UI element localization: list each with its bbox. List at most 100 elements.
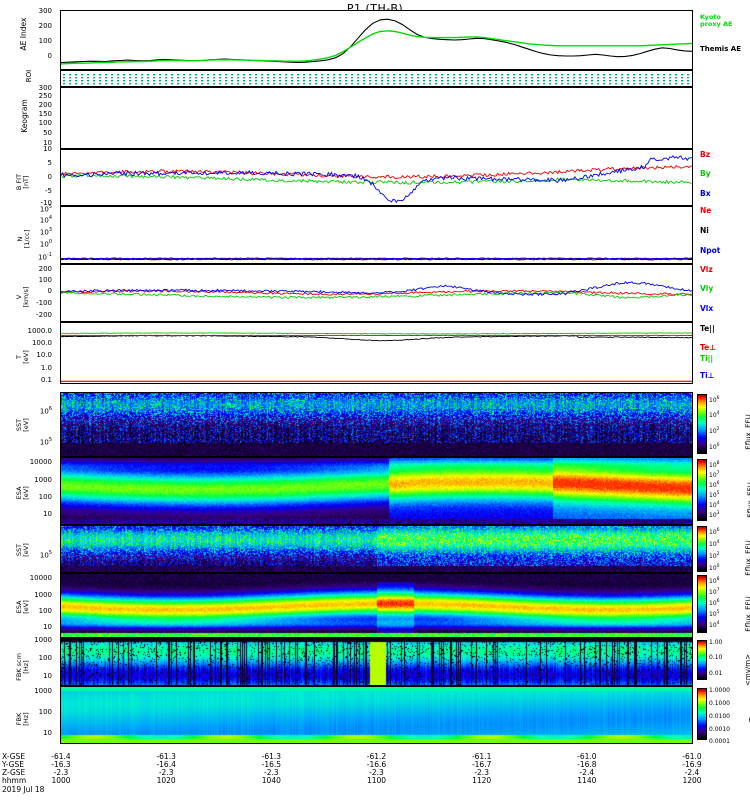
sst-ions-spectrogram — [61, 526, 692, 572]
ytick-keo-50: 50 — [43, 129, 52, 137]
legend-ae-themis: Themis AE — [700, 45, 742, 53]
colorbar-fbk-scm — [697, 640, 707, 680]
legend-velocity-vlx: Vlx — [700, 304, 714, 313]
cbtick-fbk-1: 1.0000 — [709, 687, 730, 694]
ytick-b-m10: -10 — [40, 199, 52, 207]
bottom-date-label: 2019 Jul 18 — [2, 785, 45, 794]
cbtick-sste-1e6: 106 — [709, 396, 720, 404]
cbtick-fbkscm-001: 0.01 — [709, 670, 723, 677]
bottom-tick-y-gse-0: -16.3 — [51, 760, 71, 769]
panel-ae-index[interactable] — [60, 10, 693, 70]
ytick-ae-100: 100 — [38, 37, 52, 45]
panel-roi[interactable] — [60, 70, 693, 87]
legend-temp-tepar: Te|| — [700, 324, 715, 333]
axis-label-bfit: B FIT [nT] — [15, 173, 30, 191]
bottom-tick-z-gse-1: -2.3 — [158, 768, 174, 777]
legend-temp-tipar: Ti|| — [700, 354, 714, 363]
cbtick-ssti-1e0: 100 — [709, 564, 720, 572]
velocity-traces — [61, 281, 692, 300]
ytick-keo-200: 200 — [38, 101, 52, 109]
colorbar-label-sst-electrons: Eflux, EFU — [744, 414, 750, 450]
cbtick-esae-1e3: 103 — [709, 511, 720, 519]
panel-fbk[interactable] — [60, 686, 693, 744]
panel-density[interactable] — [60, 206, 693, 264]
bottom-tick-z-gse-5: -2.4 — [579, 768, 595, 777]
ytick-v-m200: -200 — [36, 311, 52, 319]
cbtick-fbk-0001: 0.0010 — [709, 726, 730, 733]
panel-sst-electrons[interactable] — [60, 392, 693, 457]
legend-velocity-vly: Vly — [700, 284, 714, 293]
bottom-row-label-x-gse: X-GSE — [2, 752, 26, 761]
bottom-row-label-hhmm: hhmm — [2, 776, 27, 785]
ytick-fbk-100: 100 — [38, 708, 52, 716]
cbtick-esai-1e8: 108 — [709, 577, 720, 585]
bottom-tick-hhmm-0: 1000 — [51, 776, 71, 785]
cbtick-fbk-00001: 0.0001 — [709, 738, 730, 745]
legend-bfit-bz: Bz — [700, 150, 711, 159]
cbtick-esae-1e8: 108 — [709, 461, 720, 469]
bottom-tick-x-gse-5: -61.0 — [577, 752, 597, 761]
panel-sst-ions[interactable] — [60, 525, 693, 573]
panel-keogram[interactable] — [60, 87, 693, 149]
ytick-fbk-10: 10 — [43, 729, 52, 737]
bottom-tick-hhmm-3: 1100 — [366, 776, 387, 785]
roi-bands — [63, 74, 690, 85]
bottom-tick-y-gse-2: -16.5 — [261, 760, 282, 769]
axis-label-ae: AE Index — [19, 17, 28, 51]
panel-esa-electrons[interactable] — [60, 457, 693, 525]
bottom-tick-x-gse-6: -61.0 — [682, 752, 702, 761]
ytick-sste-1e6: 106 — [39, 406, 52, 416]
ytick-keo-150: 150 — [38, 110, 52, 118]
bottom-row-label-z-gse: Z-GSE — [2, 768, 26, 777]
colorbar-esa-ions — [697, 575, 707, 633]
ytick-b-5: 5 — [47, 159, 52, 167]
ytick-v-200: 200 — [38, 265, 52, 273]
ytick-fbkscm-100: 100 — [38, 654, 52, 662]
panel-esa-ions[interactable] — [60, 573, 693, 638]
cbtick-esai-1e6: 106 — [709, 599, 720, 607]
cbtick-esae-1e6: 106 — [709, 481, 720, 489]
fbk-scm-spectrogram — [61, 639, 692, 685]
cbtick-fbk-001: 0.0100 — [709, 713, 730, 720]
ytick-fbkscm-10: 10 — [43, 672, 52, 680]
legend-bfit-bx: Bx — [700, 189, 711, 198]
legend-density-ne: Ne — [700, 206, 712, 215]
colorbar-label-fbk-scm: <mv/m> — [743, 654, 750, 686]
colorbar-sst-ions — [697, 526, 707, 572]
bottom-tick-x-gse-1: -61.3 — [156, 752, 176, 761]
legend-temp-tiperp: Ti⊥ — [700, 371, 715, 380]
cbtick-sste-1e2: 102 — [709, 427, 720, 435]
bottom-tick-y-gse-4: -16.7 — [471, 760, 492, 769]
ytick-fbk-1000: 1000 — [34, 687, 52, 695]
ytick-v-m100: -100 — [36, 299, 52, 307]
fbk-spectrogram — [61, 687, 692, 743]
colorbar-fbk — [697, 688, 707, 740]
panel-fbk-scm[interactable] — [60, 638, 693, 686]
panel-velocity[interactable] — [60, 264, 693, 322]
ytick-esai-100: 100 — [38, 607, 52, 615]
ytick-n-1em1: 10-1 — [38, 252, 52, 262]
ytick-b-m5: -5 — [45, 187, 52, 195]
bottom-tick-x-gse-3: -61.2 — [366, 752, 387, 761]
cbtick-fbkscm-1: 1.00 — [709, 639, 723, 646]
cbtick-esai-1e5: 105 — [709, 610, 720, 618]
ytick-esae-1000: 1000 — [34, 476, 52, 484]
legend-ae-kyoto: Kyoto proxy AE — [700, 13, 733, 28]
bottom-tick-hhmm-2: 1040 — [261, 776, 281, 785]
legend-bfit-by: By — [700, 169, 711, 178]
ytick-t-1000: 1000.0 — [27, 327, 53, 335]
panel-temperature[interactable] — [60, 322, 693, 384]
panel-bfit[interactable] — [60, 149, 693, 206]
ytick-b-0: 0 — [47, 173, 52, 181]
temperature-traces — [61, 332, 692, 382]
ytick-keo-250: 250 — [38, 92, 52, 100]
bottom-tick-hhmm-5: 1140 — [577, 776, 597, 785]
ytick-keo-100: 100 — [38, 119, 52, 127]
bottom-tick-z-gse-6: -2.4 — [684, 768, 700, 777]
cbtick-esai-1e4: 104 — [709, 621, 720, 629]
bottom-tick-y-gse-5: -16.8 — [577, 760, 597, 769]
ytick-esai-10: 10 — [43, 623, 52, 631]
ytick-esae-10000: 10000 — [29, 458, 52, 466]
ytick-t-100: 100.0 — [31, 339, 52, 347]
